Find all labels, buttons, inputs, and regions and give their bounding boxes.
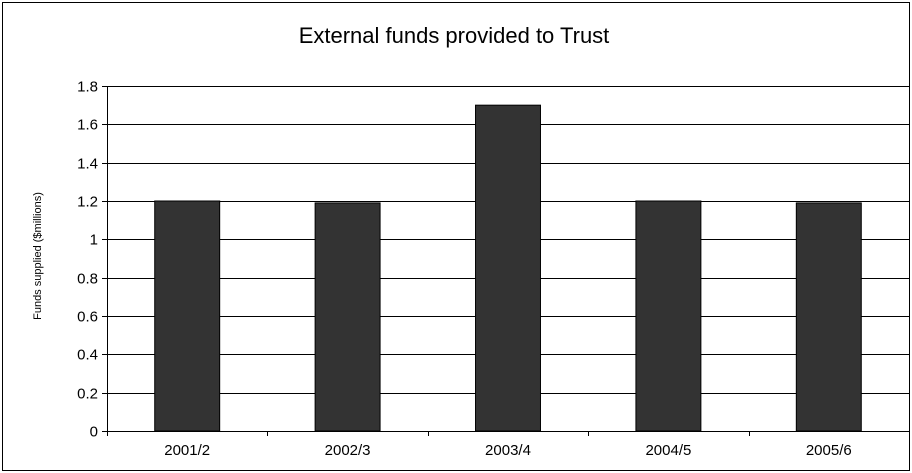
bar: [635, 200, 702, 432]
y-tick-label: 1: [90, 232, 98, 249]
axes: [102, 86, 910, 436]
bar: [475, 104, 541, 432]
y-tick-label: 0.6: [77, 309, 98, 326]
y-tick-label: 0.8: [77, 271, 98, 288]
chart-title: External funds provided to Trust: [299, 23, 610, 48]
x-tick-label: 2004/5: [645, 442, 691, 459]
x-tick-label: 2003/4: [485, 442, 531, 459]
x-tick-label: 2001/2: [164, 442, 210, 459]
y-tick-label: 1.2: [77, 194, 98, 211]
bar: [314, 202, 381, 432]
y-tick-label: 0.2: [77, 386, 98, 403]
y-tick-label: 1.4: [77, 156, 98, 173]
tick-labels: 0 0.2 0.4 0.6 0.8 1 1.2 1.4 1.6 1.8 2001/2 2002/3 20…: [77, 79, 852, 460]
y-tick-label: 1.6: [77, 117, 98, 134]
x-tick-label: 2002/3: [325, 442, 371, 459]
x-tick-label: 2005/6: [806, 442, 852, 459]
y-tick-label: 0: [90, 424, 98, 441]
bar: [795, 202, 862, 432]
bar: [154, 200, 221, 432]
bars: [154, 104, 862, 432]
y-axis-label: Funds supplied ($millions): [32, 192, 44, 320]
y-tick-label: 0.4: [77, 347, 98, 364]
y-tick-label: 1.8: [77, 79, 98, 96]
